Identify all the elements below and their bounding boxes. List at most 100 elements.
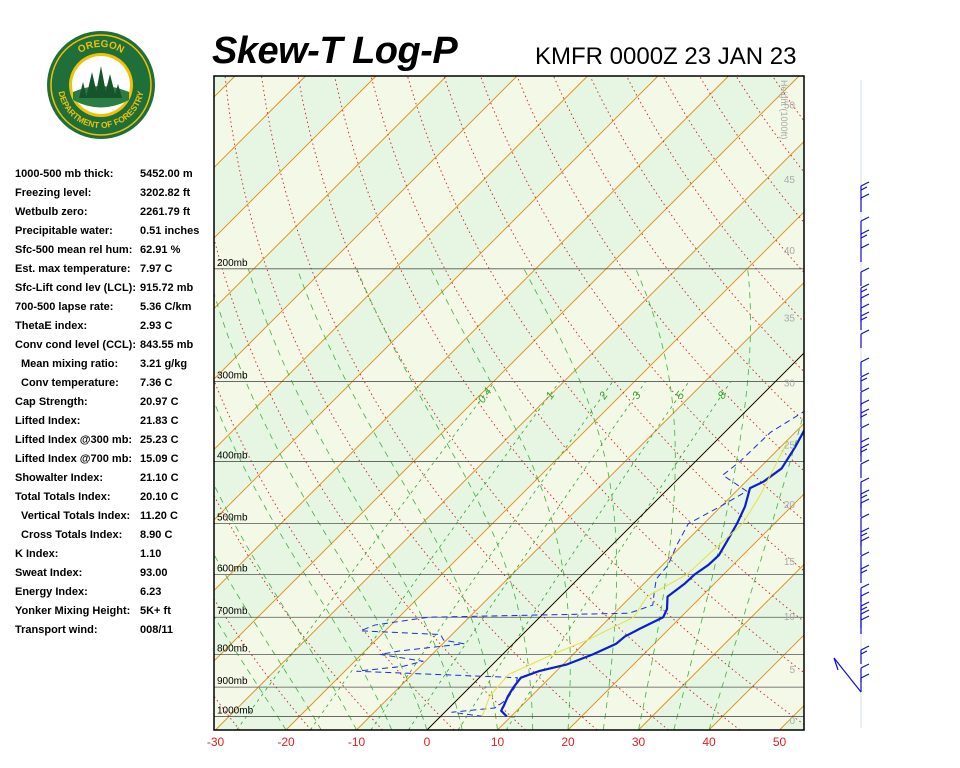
x-tick-label: 30 [632,735,646,749]
index-row: Freezing level: 3202.82 ft [15,187,215,206]
wind-barb-flag [860,303,870,309]
isotherm-line [214,76,800,662]
wind-barb-flag [860,283,870,289]
wind-barb-flag [860,663,870,669]
wind-barb-flag [860,408,870,414]
index-row: Total Totals Index: 20.10 C [15,491,215,510]
index-label: Energy Index: [15,586,88,598]
dry-adiabat [214,598,312,730]
index-row: Lifted Index: 21.83 C [15,415,215,434]
dry-adiabat [407,76,804,623]
index-label: Mean mixing ratio: [21,358,119,370]
index-label: Total Totals Index: [15,491,111,503]
index-label: Conv temperature: [21,377,119,389]
moist-adiabat [247,268,463,730]
wind-barb-flag [860,329,870,335]
index-label: K Index: [15,548,59,560]
index-label: Sweat Index: [15,567,83,579]
isotherm-line [215,140,804,730]
dry-adiabat [214,695,240,730]
wind-barb-flag [860,399,870,405]
dry-adiabat [480,76,804,522]
dry-adiabat [516,76,804,472]
wind-barb-flag [860,216,870,222]
wind-barbs [833,80,870,728]
pressure-label: 700mb [217,606,248,617]
index-value: 2261.79 ft [140,206,191,218]
wind-barb-flag [860,551,870,557]
pressure-label: 600mb [217,563,248,574]
wind-barb-flag [860,536,870,542]
wind-barb-flag [860,186,868,191]
mixing-ratio-line [310,381,560,730]
mixing-ratio-line [408,381,646,730]
index-value: 7.97 C [140,263,173,275]
wind-barb-flag [860,267,870,273]
index-label: Vertical Totals Index: [21,510,131,522]
dry-adiabat [214,379,455,730]
index-label: Conv cond level (CCL): [15,339,137,351]
index-label: 1000-500 mb thick: [15,168,114,180]
index-value: 915.72 mb [140,282,194,294]
height-tick-label: 30 [784,378,796,389]
index-value: 5452.00 m [140,168,193,180]
index-value: 20.10 C [140,491,179,503]
wind-barb-flag [860,609,870,615]
wind-barb [833,657,862,693]
isotherm-line [356,281,804,730]
isotherm-line [779,704,804,730]
index-row: Conv temperature: 7.36 C [15,377,215,396]
index-label: Showalter Index: [15,472,104,484]
index-value: 3202.82 ft [140,187,191,199]
isotherm-line [214,76,659,521]
index-label: Lifted Index @300 mb: [15,434,133,446]
wind-barb-flag [860,601,870,607]
index-row: Showalter Index: 21.10 C [15,472,215,491]
dry-adiabat [918,76,960,730]
wind-barb-flag [860,243,870,249]
svg-text:OREGON: OREGON [76,39,126,56]
wind-barb-flag [860,229,870,235]
wind-barb-flag [860,489,870,495]
x-tick-label: 50 [773,735,787,749]
moist-adiabat [430,268,571,730]
wind-barb-flag [860,498,870,504]
index-row: Sfc-500 mean rel hum: 62.91 % [15,244,215,263]
isotherm-line [285,211,804,730]
wind-barb-flag [860,591,870,597]
height-tick-label: 35 [784,314,796,325]
moist-adiabat [214,484,357,730]
index-label: ThetaE index: [15,320,88,332]
index-row: Energy Index: 6.23 [15,586,215,605]
x-tick-label: -20 [277,735,295,749]
height-tick-label: 25 [784,440,796,451]
wind-barb-flag [860,606,868,611]
moist-adiabat [214,291,428,730]
x-tick-label: -30 [207,735,225,749]
index-row: 1000-500 mb thick: 5452.00 m [15,168,215,187]
isotherm-line [214,76,588,451]
wind-barb-flag [860,459,870,465]
x-tick-label: 0 [424,735,431,749]
wind-barb-flag [860,645,870,651]
wind-barb-flag [860,413,868,418]
dry-adiabat [214,494,383,730]
index-value: 93.00 [140,567,168,579]
mixing-ratio-line [370,381,614,730]
wind-barb-flag [860,494,868,499]
wind-barb-flag [860,673,870,679]
moist-adiabat [214,553,322,730]
series-temperature-line [500,428,804,718]
index-label: Lifted Index: [15,415,81,427]
index-label: Freezing level: [15,187,92,199]
wind-barb-flag [860,443,870,449]
isotherm-line [850,76,960,730]
wind-barb-flag [860,193,870,199]
index-value: 5K+ ft [140,605,171,617]
isotherm-line [214,76,236,98]
index-row: Sfc-Lift cond lev (LCL): 915.72 mb [15,282,215,301]
isotherm-band [779,705,804,730]
wind-barb-flag [860,513,870,519]
index-value: 008/11 [140,624,174,636]
logo-top-text: OREGON [76,39,126,56]
